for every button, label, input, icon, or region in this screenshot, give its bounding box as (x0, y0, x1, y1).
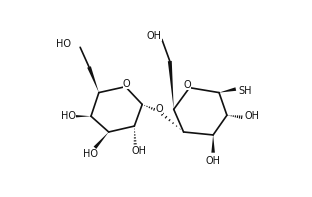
Text: OH: OH (132, 146, 147, 156)
Text: OH: OH (245, 111, 260, 121)
Text: OH: OH (206, 156, 221, 166)
Text: HO: HO (82, 149, 98, 159)
Text: SH: SH (239, 86, 252, 96)
Polygon shape (211, 135, 215, 153)
Polygon shape (94, 132, 109, 149)
Text: HO: HO (61, 111, 76, 121)
Text: OH: OH (147, 32, 162, 41)
Text: O: O (155, 104, 163, 114)
Polygon shape (219, 87, 236, 93)
Text: O: O (123, 79, 130, 89)
Polygon shape (87, 66, 99, 93)
Polygon shape (168, 61, 174, 109)
Text: HO: HO (56, 39, 71, 49)
Polygon shape (68, 114, 91, 118)
Text: O: O (183, 80, 191, 90)
